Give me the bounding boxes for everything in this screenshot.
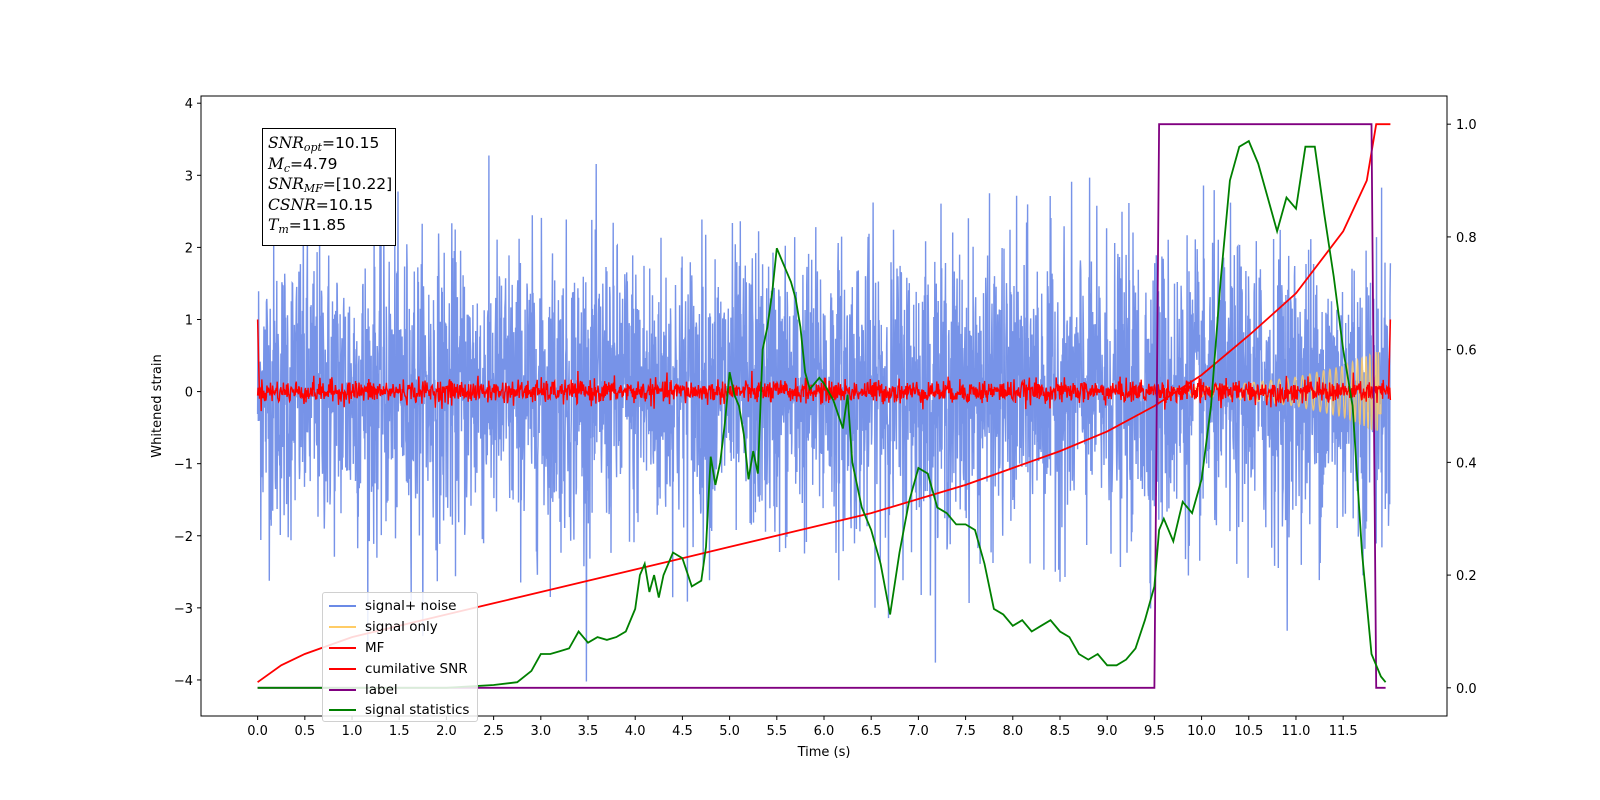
x-tick-label: 5.0 (719, 724, 740, 739)
legend-item-signal-only: signal only (329, 617, 477, 638)
x-tick-label: 11.5 (1329, 724, 1358, 739)
x-tick-label: 4.5 (672, 724, 693, 739)
x-tick-label: 1.0 (342, 724, 363, 739)
y-axis-label: Whitened strain (150, 354, 165, 457)
legend-swatch (329, 709, 356, 712)
series-signal-noise (256, 155, 1392, 682)
legend-label: signal+ noise (365, 598, 457, 615)
x-tick-label: 10.0 (1187, 724, 1216, 739)
legend-item-signal-statistics: signal statistics (329, 700, 477, 721)
y-right-tick-label: 0.4 (1456, 456, 1477, 471)
series-label (257, 123, 1386, 689)
x-tick-label: 3.0 (530, 724, 551, 739)
csnr-value: =10.15 (315, 195, 374, 214)
legend-swatch (329, 626, 356, 629)
legend-item-cumulative-snr: cumilative SNR (329, 658, 477, 679)
x-tick-label: 0.0 (247, 724, 268, 739)
x-tick-label: 2.0 (436, 724, 457, 739)
series-signal-statistics (257, 139, 1387, 689)
x-tick-label: 6.5 (861, 724, 882, 739)
y-right-tick-label: 0.2 (1456, 569, 1477, 584)
tm-annotation: Tm=11.85 (268, 216, 347, 236)
y-left-tick-label: −1 (174, 458, 193, 473)
x-tick-label: 4.0 (625, 724, 646, 739)
series-mf (256, 370, 1392, 412)
legend-item-signal-noise: signal+ noise (329, 596, 477, 617)
y-right-tick-label: 1.0 (1456, 118, 1477, 133)
legend-label: cumilative SNR (365, 660, 468, 677)
snr-mf-value: =[10.22] (322, 175, 393, 193)
annotation-box: SNRopt=10.15 Mc=4.79 SNRMF=[10.22] CSNR=… (262, 128, 396, 246)
legend-item-mf: MF (329, 638, 477, 659)
x-tick-label: 2.5 (483, 724, 504, 739)
y-left-tick-label: 2 (185, 241, 193, 256)
y-right-tick-label: 0.6 (1456, 344, 1477, 359)
x-tick-label: 5.5 (766, 724, 787, 739)
x-tick-label: 9.0 (1097, 724, 1118, 739)
y-right-tick-label: 0.8 (1456, 231, 1477, 246)
series-mf-end-edge (1387, 319, 1392, 399)
y-left-tick-label: −2 (174, 530, 193, 545)
mc-value: =4.79 (290, 154, 338, 173)
legend-label: MF (365, 639, 385, 656)
y-right-tick-label: 0.0 (1456, 682, 1477, 697)
x-tick-label: 0.5 (294, 724, 315, 739)
y-left-tick-label: 1 (185, 313, 193, 328)
axes: 0.0 0.5 1.0 1.5 2.0 2.5 3.0 3.5 4.0 4.5 5.0 5.5 6.0 6… (174, 97, 1477, 739)
x-tick-label: 11.0 (1281, 724, 1310, 739)
x-tick-label: 1.5 (389, 724, 410, 739)
x-axis-label: Time (s) (797, 745, 851, 760)
legend-swatch (329, 646, 356, 649)
y-left-tick-label: 3 (185, 169, 193, 184)
y-left-tick-label: −4 (174, 674, 193, 689)
legend-swatch (329, 667, 356, 670)
legend-swatch (329, 605, 356, 608)
series-mf-start-edge (256, 319, 261, 399)
x-tick-label: 7.5 (955, 724, 976, 739)
x-tick-label: 8.0 (1002, 724, 1023, 739)
y-left-tick-label: 4 (185, 97, 193, 112)
snr-opt-value: =10.15 (321, 134, 380, 152)
csnr-annotation: CSNR=10.15 (268, 195, 374, 214)
x-tick-label: 10.5 (1234, 724, 1263, 739)
snr-opt-annotation: SNRopt=10.15 (268, 134, 380, 154)
x-tick-label: 6.0 (814, 724, 835, 739)
x-tick-label: 7.0 (908, 724, 929, 739)
legend: signal+ noise signal only MF cumilative … (322, 592, 478, 722)
tm-value: =11.85 (288, 216, 347, 234)
legend-item-label: label (329, 679, 477, 700)
x-tick-label: 3.5 (578, 724, 599, 739)
y-left-tick-label: 0 (185, 386, 193, 401)
legend-swatch (329, 688, 356, 691)
y-left-tick-label: −3 (174, 602, 193, 617)
x-tick-label: 9.5 (1144, 724, 1165, 739)
mc-annotation: Mc=4.79 (268, 154, 338, 175)
snr-mf-annotation: SNRMF=[10.22] (268, 175, 393, 195)
legend-label: signal only (365, 619, 438, 636)
x-tick-label: 8.5 (1050, 724, 1071, 739)
legend-label: signal statistics (365, 702, 470, 719)
legend-label: label (365, 681, 398, 698)
